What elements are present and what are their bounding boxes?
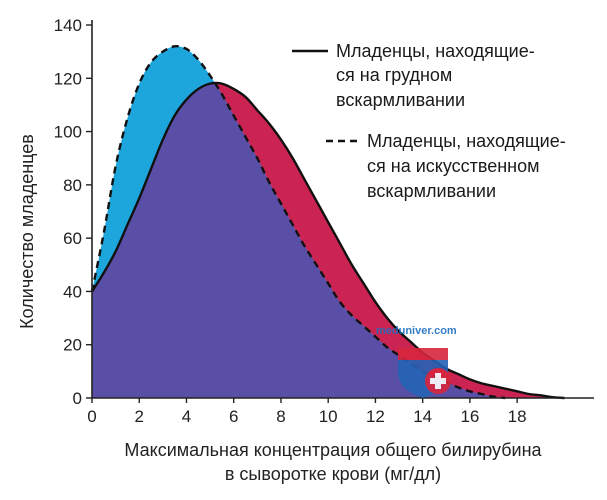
x-axis-label-line-2: в сыворотке крови (мг/дл) [225, 464, 441, 484]
x-tick-label: 10 [319, 407, 338, 426]
legend-formula-line-3: вскармливании [367, 181, 496, 201]
areas [92, 46, 565, 398]
x-ticks: 0 2 4 6 8 10 12 14 16 18 [87, 398, 527, 426]
y-tick-label: 100 [54, 123, 82, 142]
y-tick-label: 0 [73, 389, 82, 408]
x-axis-label-line-1: Максимальная концентрация общего билируб… [124, 440, 542, 460]
line-breast-fed [90, 81, 565, 400]
y-ticks: 0 20 40 60 80 100 120 140 [54, 16, 92, 408]
legend-formula-line-1: Младенцы, находящие- [367, 131, 566, 151]
legend: Младенцы, находящие- ся на грудном вскар… [292, 41, 566, 201]
x-tick-label: 14 [413, 407, 432, 426]
x-tick-label: 16 [460, 407, 479, 426]
legend-breast-line-2: ся на грудном [336, 65, 452, 85]
x-tick-label: 12 [366, 407, 385, 426]
x-tick-label: 6 [229, 407, 238, 426]
shield-logo-icon [398, 348, 451, 398]
y-tick-label: 40 [63, 282, 82, 301]
y-tick-label: 80 [63, 176, 82, 195]
area-overlap [92, 82, 506, 398]
y-axis-label: Количество младенцев [17, 134, 37, 329]
legend-formula-line-2: ся на искусственном [367, 156, 540, 176]
x-tick-label: 18 [508, 407, 527, 426]
y-tick-label: 60 [63, 229, 82, 248]
legend-breast-line-1: Младенцы, находящие- [336, 41, 535, 61]
legend-breast-line-3: вскармливании [336, 90, 465, 110]
x-tick-label: 8 [276, 407, 285, 426]
x-tick-label: 2 [135, 407, 144, 426]
watermark-text: meduniver.com [376, 325, 457, 337]
watermark: meduniver.com [376, 325, 457, 398]
x-tick-label: 4 [182, 407, 191, 426]
x-tick-label: 0 [87, 407, 96, 426]
y-tick-label: 140 [54, 16, 82, 35]
y-tick-label: 20 [63, 336, 82, 355]
y-tick-label: 120 [54, 69, 82, 88]
